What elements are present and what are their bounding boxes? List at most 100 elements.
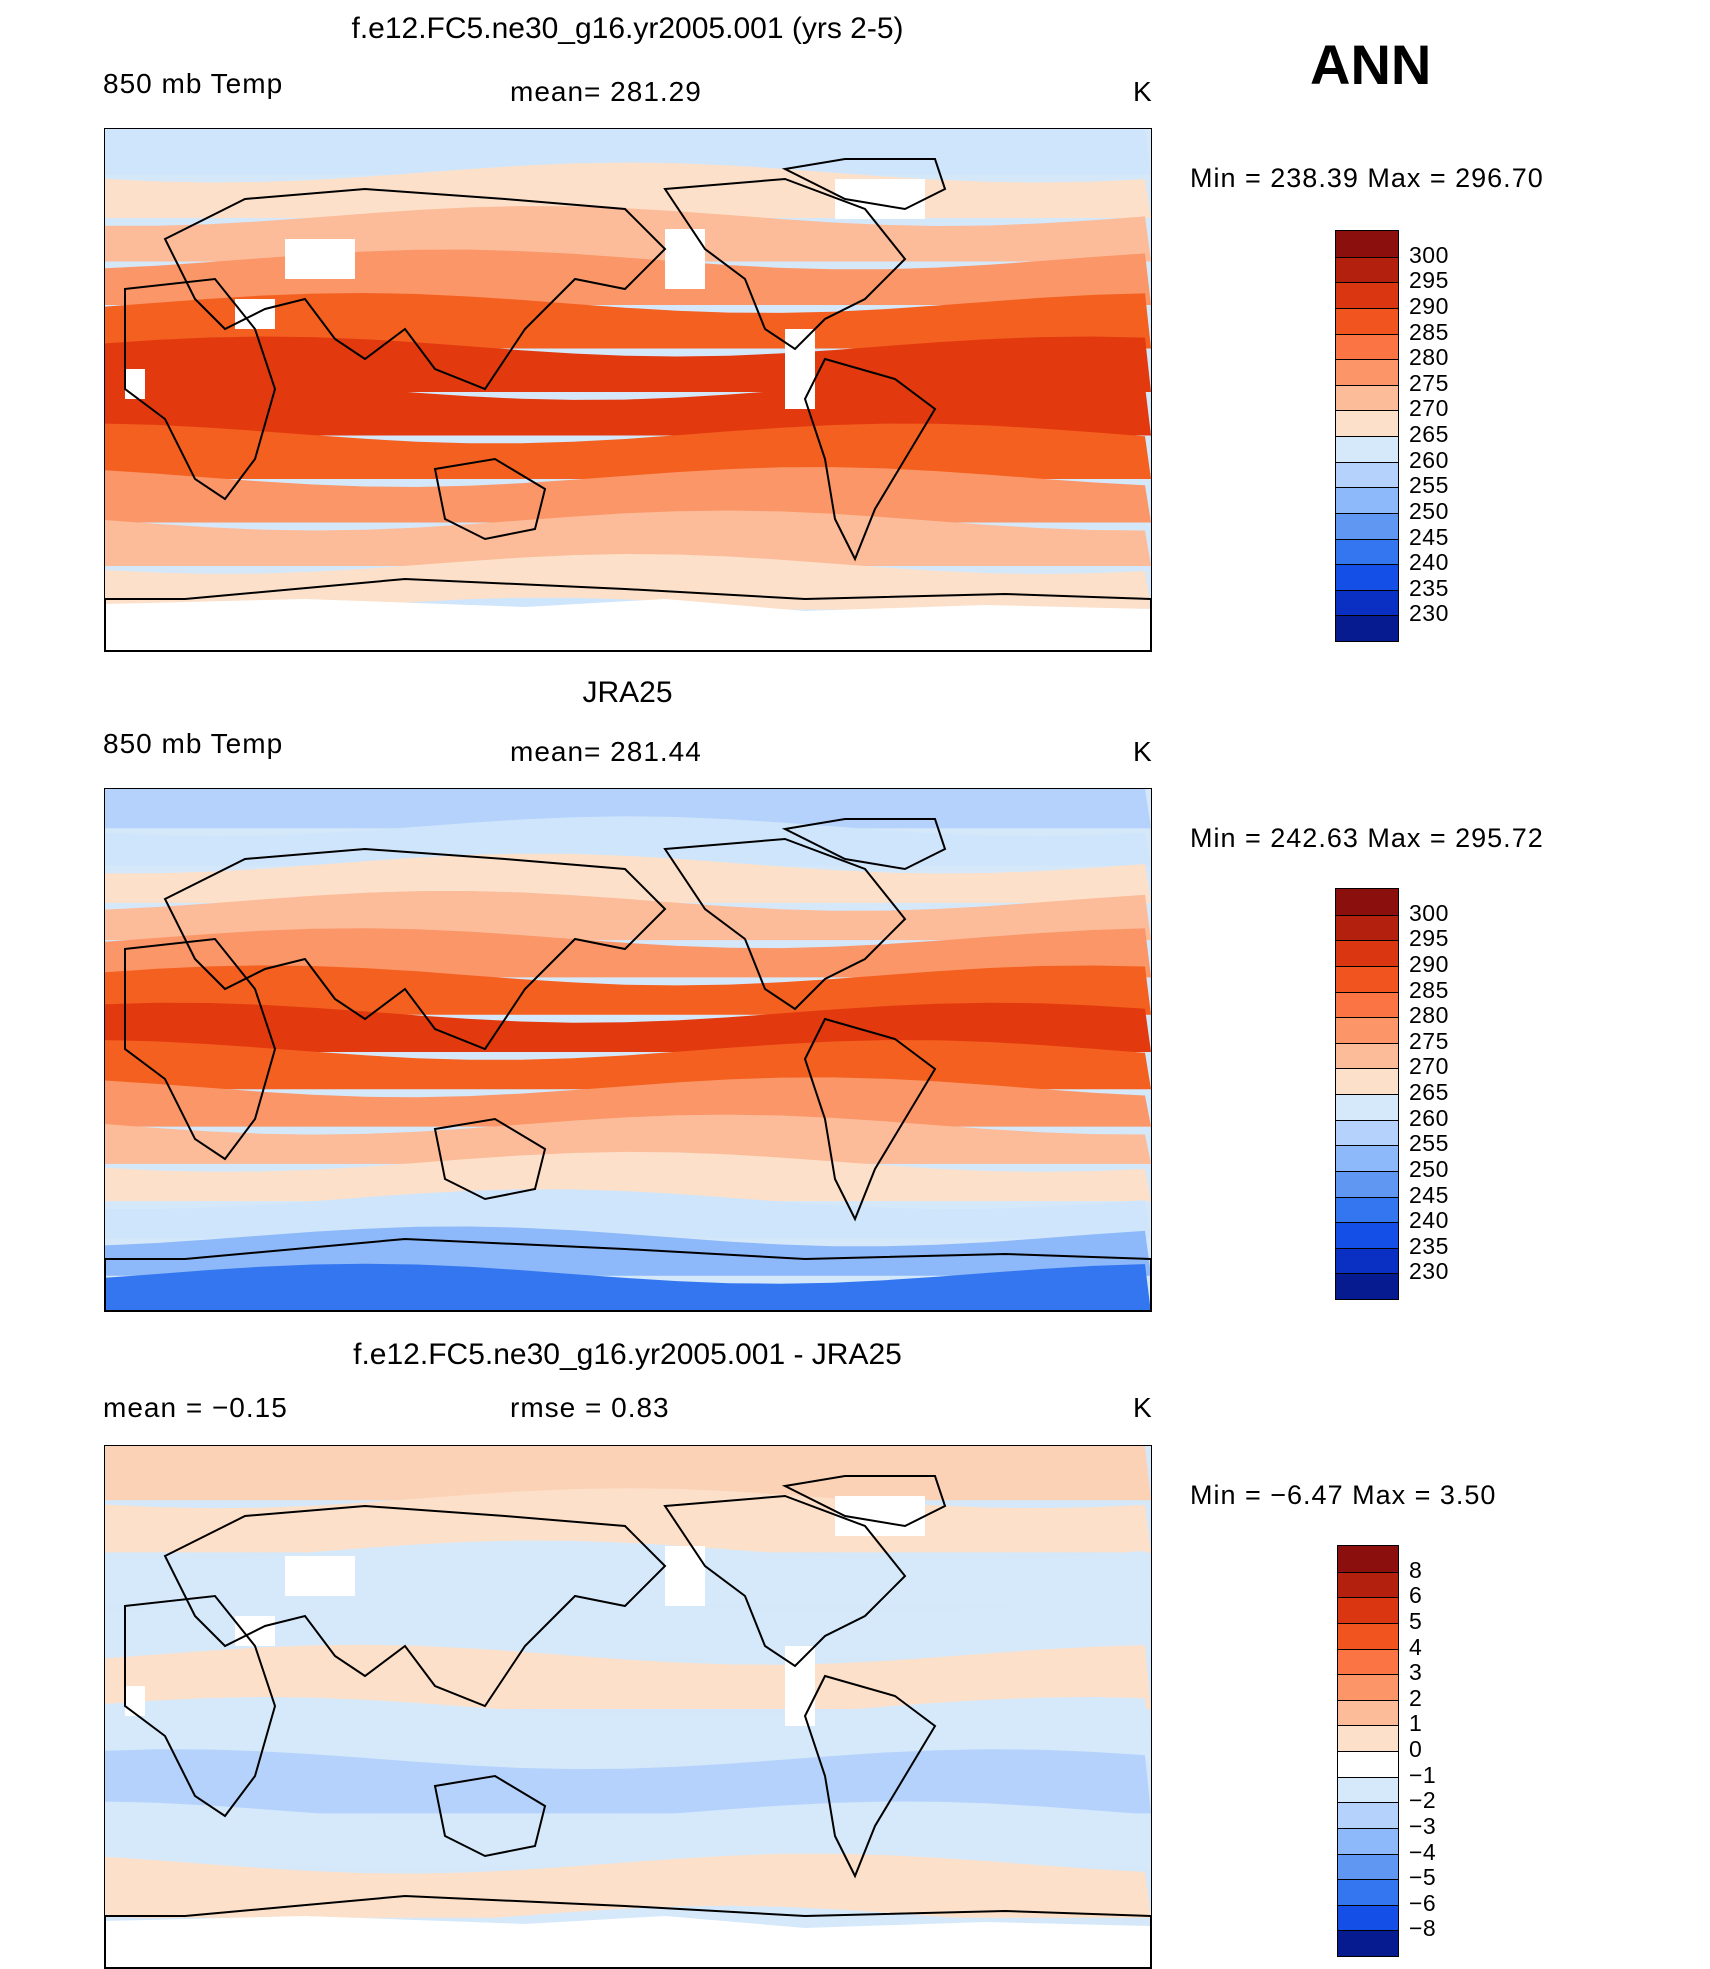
contour-band <box>105 853 1151 903</box>
colorbar-swatch <box>1336 282 1398 308</box>
colorbar-swatch <box>1336 461 1398 488</box>
coastline <box>105 1894 1151 1968</box>
colorbar-swatch <box>1336 914 1398 941</box>
panel-2-colorbar <box>1335 888 1399 1300</box>
colorbar-swatch <box>1338 1674 1398 1700</box>
contour-band <box>105 1263 1151 1311</box>
panel-1-field <box>105 129 1151 651</box>
colorbar-label: 240 <box>1409 1207 1449 1234</box>
colorbar-swatch <box>1338 1930 1398 1956</box>
panel-3-map <box>104 1445 1152 1969</box>
colorbar-swatch <box>1336 1042 1398 1069</box>
contour-band <box>105 1749 1151 1814</box>
colorbar-swatch <box>1336 436 1398 462</box>
colorbar-swatch <box>1336 564 1398 590</box>
missing-data-mask <box>285 239 355 279</box>
contour-band <box>105 249 1151 305</box>
colorbar-swatch <box>1336 589 1398 616</box>
colorbar-label: 275 <box>1409 369 1449 396</box>
panel-1-units: K <box>1133 76 1153 107</box>
colorbar-swatch <box>1338 1597 1398 1623</box>
missing-data-mask <box>665 1546 705 1606</box>
panel-1-colorbar <box>1335 230 1399 642</box>
contour-band <box>105 1226 1151 1276</box>
colorbar-label: 8 <box>1409 1556 1423 1583</box>
colorbar-label: 285 <box>1409 976 1449 1003</box>
colorbar-swatch <box>1336 333 1398 360</box>
colorbar-swatch <box>1338 1853 1398 1880</box>
coastline <box>781 158 947 211</box>
colorbar-swatch <box>1336 615 1398 641</box>
colorbar-label: 1 <box>1409 1710 1423 1737</box>
contour-band <box>105 1644 1151 1709</box>
colorbar-label: 230 <box>1409 1258 1449 1285</box>
coastline <box>124 1594 277 1818</box>
colorbar-label: 255 <box>1409 472 1449 499</box>
contour-band <box>105 816 1151 866</box>
contour-band <box>105 554 1151 610</box>
panel-2-map <box>104 788 1152 1312</box>
colorbar-label: 250 <box>1409 497 1449 524</box>
coastline <box>781 1475 947 1528</box>
coastline <box>433 1774 547 1858</box>
colorbar-label: 235 <box>1409 574 1449 601</box>
colorbar-label: 4 <box>1409 1633 1423 1660</box>
colorbar-label: 235 <box>1409 1232 1449 1259</box>
contour-band <box>105 1801 1151 1866</box>
colorbar-label: 260 <box>1409 1104 1449 1131</box>
contour-band <box>105 423 1151 479</box>
coastline <box>803 1674 937 1879</box>
colorbar-label: 265 <box>1409 421 1449 447</box>
panel-2-units: K <box>1133 736 1153 767</box>
colorbar-label: 300 <box>1409 899 1449 926</box>
colorbar-swatch <box>1338 1546 1398 1572</box>
contour-band <box>105 1592 1151 1657</box>
colorbar-swatch <box>1336 538 1398 565</box>
colorbar-swatch <box>1338 1571 1398 1598</box>
contour-band <box>105 1446 1151 1501</box>
colorbar-label: 5 <box>1409 1607 1423 1634</box>
coastline <box>781 818 947 871</box>
contour-band <box>105 293 1151 349</box>
colorbar-label: 245 <box>1409 523 1449 550</box>
missing-data-mask <box>125 1686 145 1716</box>
colorbar-label: 270 <box>1409 395 1449 422</box>
colorbar-label: 255 <box>1409 1130 1449 1157</box>
colorbar-swatch <box>1336 410 1398 436</box>
contour-band <box>105 510 1151 566</box>
colorbar-swatch <box>1338 1802 1398 1828</box>
coastline <box>803 357 937 562</box>
coastline <box>105 1237 1151 1311</box>
colorbar-label: 245 <box>1409 1181 1449 1208</box>
contour-band <box>105 1002 1151 1052</box>
panel-1-variable: 850 mb Temp <box>103 68 284 99</box>
coastline <box>124 937 277 1161</box>
colorbar-swatch <box>1336 1068 1398 1094</box>
panel-2-mean: mean= 281.44 <box>510 736 702 767</box>
colorbar-swatch <box>1336 256 1398 283</box>
panel-1-map <box>104 128 1152 652</box>
colorbar-swatch <box>1336 889 1398 915</box>
colorbar-label: −6 <box>1409 1889 1437 1916</box>
colorbar-label: 6 <box>1409 1582 1423 1609</box>
colorbar-label: 270 <box>1409 1053 1449 1080</box>
contour-band <box>105 380 1151 436</box>
colorbar-label: 285 <box>1409 318 1449 345</box>
colorbar-label: 300 <box>1409 241 1449 268</box>
colorbar-swatch <box>1336 512 1398 539</box>
colorbar-swatch <box>1338 1827 1398 1854</box>
colorbar-label: 280 <box>1409 1002 1449 1029</box>
panel-2-variable: 850 mb Temp <box>103 728 284 759</box>
colorbar-label: −3 <box>1409 1812 1437 1839</box>
colorbar-swatch <box>1336 487 1398 513</box>
antarctica-mask <box>105 599 1151 651</box>
colorbar-swatch <box>1338 1725 1398 1751</box>
contour-band <box>105 1853 1151 1918</box>
coastline <box>124 277 277 501</box>
panel-2-minmax: Min = 242.63 Max = 295.72 <box>1190 823 1544 853</box>
contour-band <box>105 965 1151 1015</box>
panel-1-minmax: Min = 238.39 Max = 296.70 <box>1190 163 1544 193</box>
contour-band <box>105 1114 1151 1164</box>
colorbar-label: 295 <box>1409 925 1449 952</box>
colorbar-swatch <box>1338 1879 1398 1905</box>
